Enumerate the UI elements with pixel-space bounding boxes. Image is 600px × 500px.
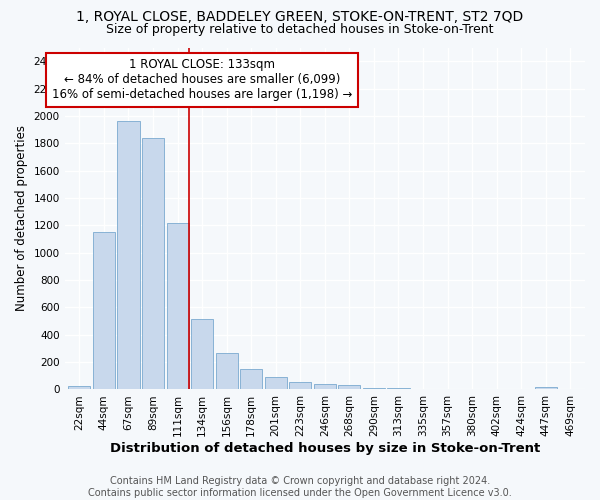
Y-axis label: Number of detached properties: Number of detached properties [15,126,28,312]
Text: Contains HM Land Registry data © Crown copyright and database right 2024.
Contai: Contains HM Land Registry data © Crown c… [88,476,512,498]
Bar [314,384,336,390]
Bar [142,138,164,390]
Bar [289,382,311,390]
Bar [412,389,434,390]
Bar [118,122,140,390]
Bar [93,232,115,390]
Bar [338,384,361,390]
Bar [363,388,385,390]
Bar [240,369,262,390]
Bar [535,387,557,390]
Bar [68,386,91,390]
Bar [388,388,410,390]
Bar [167,222,188,390]
X-axis label: Distribution of detached houses by size in Stoke-on-Trent: Distribution of detached houses by size … [110,442,540,455]
Bar [265,377,287,390]
Text: Size of property relative to detached houses in Stoke-on-Trent: Size of property relative to detached ho… [106,22,494,36]
Bar [215,352,238,390]
Bar [191,319,213,390]
Text: 1, ROYAL CLOSE, BADDELEY GREEN, STOKE-ON-TRENT, ST2 7QD: 1, ROYAL CLOSE, BADDELEY GREEN, STOKE-ON… [76,10,524,24]
Text: 1 ROYAL CLOSE: 133sqm
← 84% of detached houses are smaller (6,099)
16% of semi-d: 1 ROYAL CLOSE: 133sqm ← 84% of detached … [52,58,352,102]
